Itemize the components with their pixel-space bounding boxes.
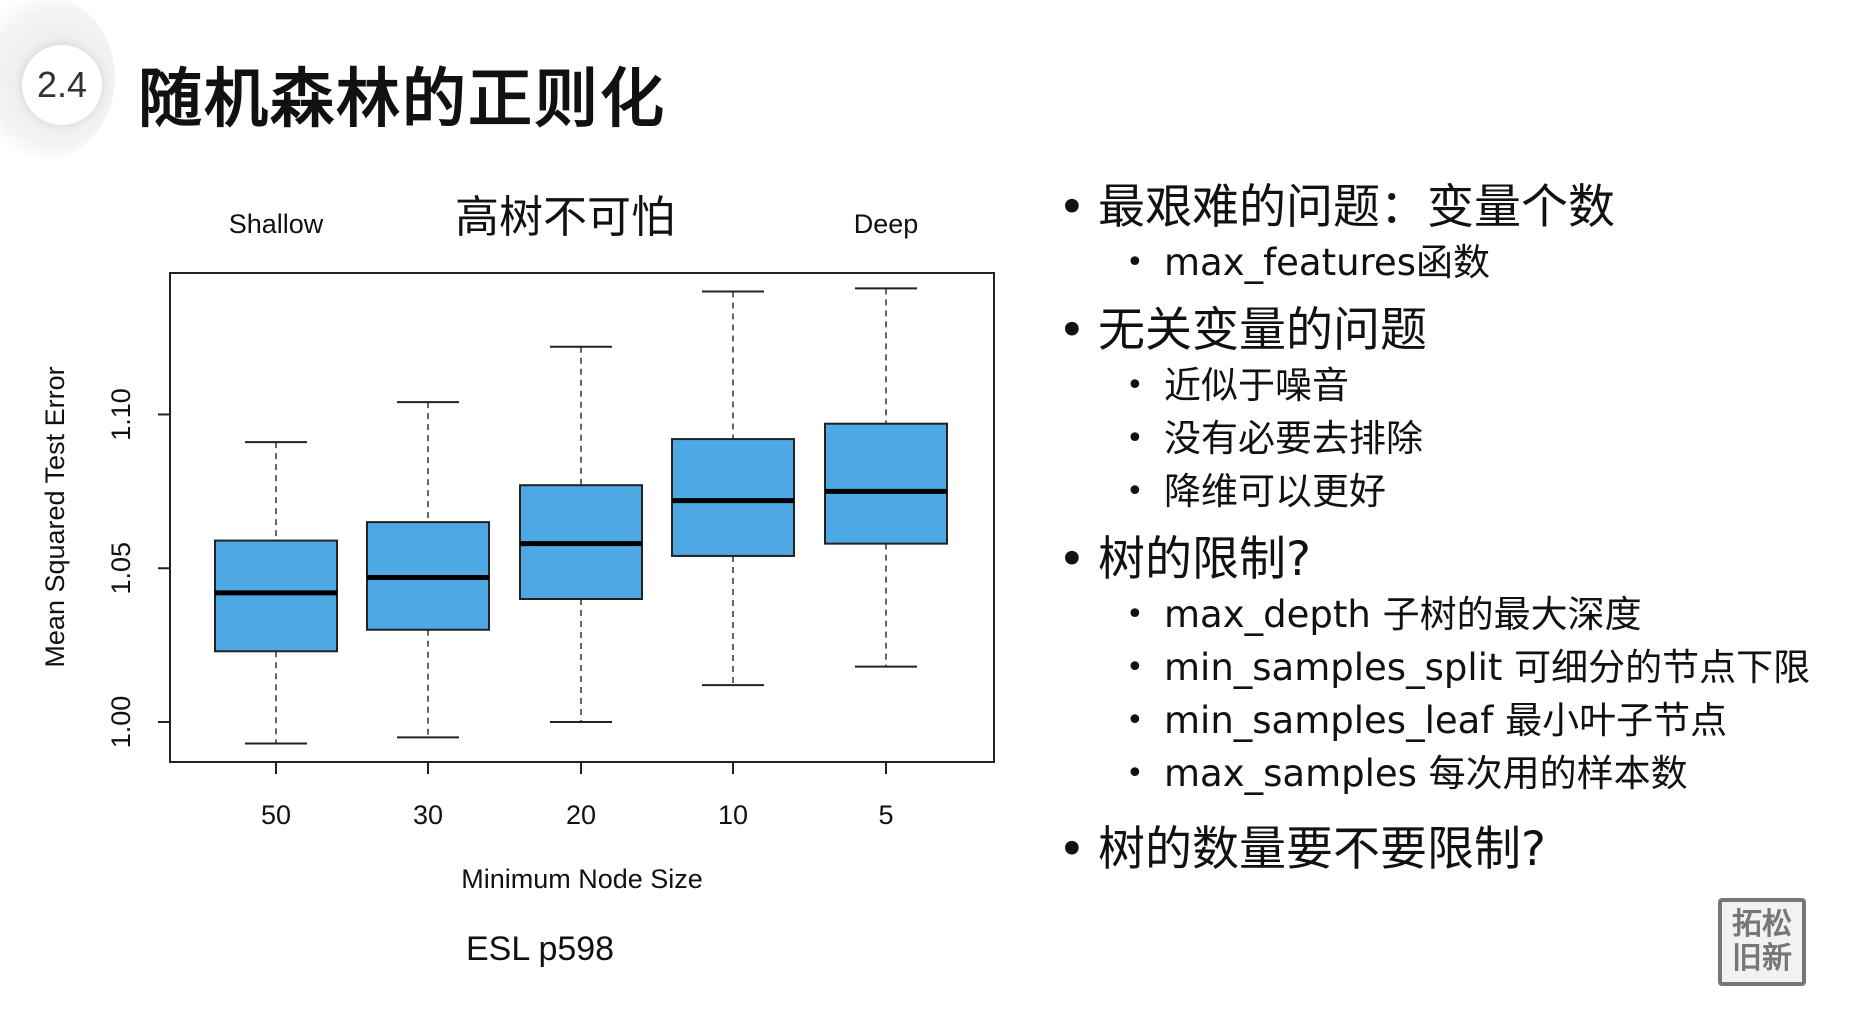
x-tick-label: 5: [878, 800, 893, 830]
y-tick-label: 1.00: [106, 696, 136, 749]
watermark-logo: 拓松 旧新: [1718, 898, 1806, 986]
bullet-tree-count: 树的数量要不要限制?: [1054, 822, 1844, 878]
axes-layer: 50 30 20 10 5 1.00 1.05 1.10: [106, 388, 894, 830]
deep-label: Deep: [854, 209, 919, 239]
sub-bullet-no-exclusion: 没有必要去排除: [1054, 412, 1844, 465]
box-10: [671, 290, 795, 687]
sub-bullet-max-samples: max_samples 每次用的样本数: [1054, 747, 1844, 800]
sub-bullet-min-samples-split: min_samples_split 可细分的节点下限: [1054, 641, 1844, 694]
box-iqr: [214, 539, 338, 653]
sub-bullet-max-features: max_features函数: [1054, 236, 1844, 289]
box-20: [519, 345, 643, 724]
y-axis-label: Mean Squared Test Error: [40, 366, 70, 667]
y-tick-label: 1.10: [106, 388, 136, 441]
sub-bullet-noise: 近似于噪音: [1054, 359, 1844, 412]
y-tick-label: 1.05: [106, 542, 136, 595]
sub-bullet-dim-reduction: 降维可以更好: [1054, 465, 1844, 518]
sub-bullet-min-samples-leaf: min_samples_leaf 最小叶子节点: [1054, 694, 1844, 747]
figure-caption: ESL p598: [466, 930, 615, 968]
x-tick-label: 30: [413, 800, 443, 830]
box-50: [214, 441, 338, 745]
box-30: [366, 401, 490, 739]
x-tick-label: 20: [566, 800, 596, 830]
x-tick-label: 50: [261, 800, 291, 830]
x-axis-label: Minimum Node Size: [461, 864, 703, 894]
box-5: [824, 287, 948, 668]
x-tick-label: 10: [718, 800, 748, 830]
shallow-label: Shallow: [229, 209, 324, 239]
section-number-badge: 2.4: [22, 45, 102, 125]
boxes-layer: [214, 287, 948, 745]
bullet-tree-limits: 树的限制?: [1054, 532, 1844, 588]
chart-title: 高树不可怕: [455, 193, 675, 242]
bullet-irrelevant-variables: 无关变量的问题: [1054, 303, 1844, 359]
watermark-logo-text: 拓松 旧新: [1732, 907, 1792, 976]
sub-bullet-max-depth: max_depth 子树的最大深度: [1054, 588, 1844, 641]
section-badge-area: 2.4: [0, 0, 120, 170]
bullet-variable-count: 最艰难的问题：变量个数: [1054, 180, 1844, 236]
page-title: 随机森林的正则化: [138, 63, 666, 137]
box-iqr: [824, 422, 948, 545]
boxplot-chart: 高树不可怕 Shallow Deep Minimum Node Size Mea…: [40, 193, 995, 894]
bullet-list: 最艰难的问题：变量个数 max_features函数 无关变量的问题 近似于噪音…: [1054, 180, 1844, 878]
box-iqr: [671, 438, 795, 557]
